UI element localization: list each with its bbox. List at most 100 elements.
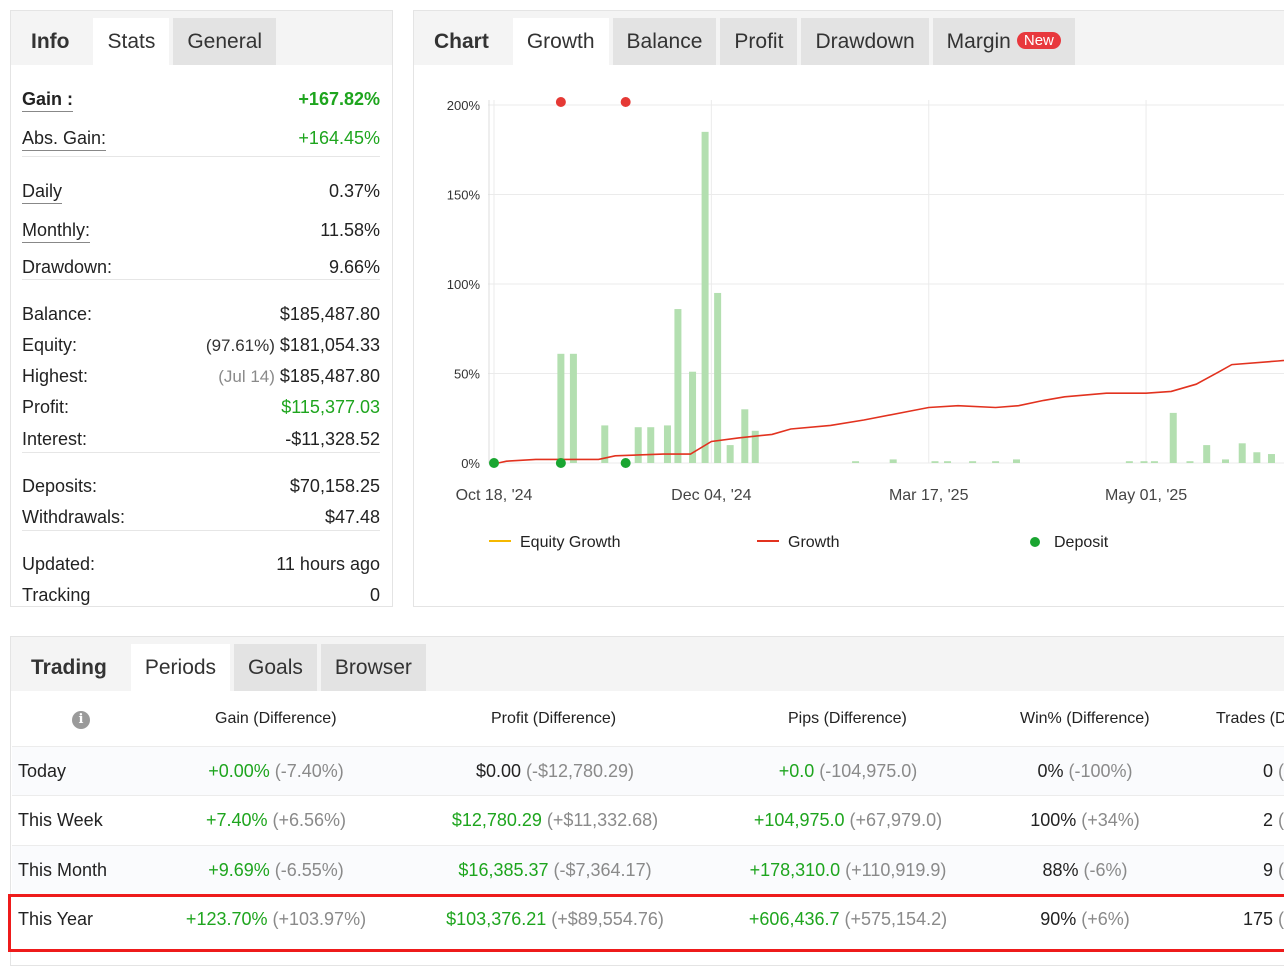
stats-panel: Info Stats General Gain : +167.82% Abs. Ga…	[10, 10, 393, 607]
stat-value-group: -$11,328.52	[285, 427, 380, 451]
tab-general[interactable]: General	[173, 18, 277, 65]
tab-browser[interactable]: Browser	[320, 644, 426, 691]
stat-label: Deposits:	[22, 476, 98, 496]
stat-label: Tracking	[22, 585, 91, 605]
tab-goals[interactable]: Goals	[234, 644, 317, 691]
tab-profit[interactable]: Profit	[720, 18, 798, 65]
trades-difference: (-1)	[1278, 810, 1284, 830]
profit-cell: $0.00 (-$12,780.29)	[476, 761, 634, 782]
stat-label[interactable]: Abs. Gain:	[22, 126, 107, 151]
legend-growth-label: Growth	[788, 534, 840, 551]
stat-value: $115,377.03	[281, 397, 380, 417]
header-gain[interactable]: Gain (Difference)	[215, 710, 337, 727]
period-label: This Month	[18, 860, 108, 880]
pips-value: +0.0	[778, 761, 815, 781]
profit-difference: (-$7,364.17)	[553, 860, 652, 880]
pips-difference: (+575,154.2)	[844, 909, 948, 929]
legend-deposit[interactable]: Deposit	[1030, 534, 1108, 552]
trades-value: 9	[1263, 860, 1274, 880]
stat-value: 9.66%	[328, 257, 380, 277]
stat-label: Profit:	[22, 397, 70, 417]
tab-info[interactable]: Info	[31, 30, 70, 53]
stat-label[interactable]: Gain :	[22, 87, 74, 112]
stat-label[interactable]: Monthly:	[22, 218, 91, 243]
stat-value: 11.58%	[320, 220, 380, 240]
header-pips[interactable]: Pips (Difference)	[788, 710, 907, 727]
win-value: 0%	[1037, 761, 1064, 781]
profit-cell: $12,780.29 (+$11,332.68)	[452, 810, 658, 831]
tab-stats[interactable]: Stats	[93, 18, 170, 65]
stat-value-group: +164.45%	[298, 126, 380, 150]
info-icon[interactable]: i	[72, 711, 90, 729]
stat-value: 11 hours ago	[276, 554, 380, 574]
stat-value: $47.48	[324, 507, 380, 527]
stat-row: Gain : +167.82%	[22, 87, 380, 112]
tab-margin[interactable]: Margin New	[932, 18, 1075, 65]
stat-value: 0.37%	[328, 181, 380, 201]
tab-growth[interactable]: Growth	[512, 18, 609, 65]
pips-cell: +104,975.0 (+67,979.0)	[754, 810, 942, 831]
profit-value: $12,780.29	[451, 810, 542, 830]
tab-drawdown[interactable]: Drawdown	[801, 18, 929, 65]
legend-equity-growth[interactable]: Equity Growth	[489, 534, 620, 552]
gain-difference: (+6.56%)	[272, 810, 347, 830]
gain-cell: +123.70% (+103.97%)	[186, 909, 366, 930]
stats-divider	[22, 530, 380, 531]
legend-growth[interactable]: Growth	[757, 534, 840, 552]
deposit-swatch	[1030, 537, 1040, 547]
stat-prefix: (Jul 14)	[218, 367, 275, 386]
table-row: This Month +9.69% (-6.55%) $16,385.37 (-$7,3…	[12, 845, 1284, 894]
stat-label: Updated:	[22, 554, 96, 574]
trades-difference: (-8)	[1278, 860, 1284, 880]
win-difference: (-100%)	[1068, 761, 1133, 781]
period-label: Today	[18, 761, 67, 781]
gain-cell: +7.40% (+6.56%)	[206, 810, 346, 831]
stat-value-group: $70,158.25	[290, 474, 380, 498]
profit-cell: $103,376.21 (+$89,554.76)	[446, 909, 664, 930]
pips-difference: (-104,975.0)	[819, 761, 918, 781]
stat-value-group: +167.82%	[298, 87, 380, 111]
tab-chart[interactable]: Chart	[434, 30, 489, 53]
stat-row: Abs. Gain: +164.45%	[22, 126, 380, 151]
pips-cell: +606,436.7 (+575,154.2)	[749, 909, 947, 930]
trades-cell: 175 (+150)	[1243, 909, 1284, 930]
trades-difference: (-2)	[1278, 761, 1284, 781]
trades-difference: (+150)	[1278, 909, 1284, 929]
header-profit[interactable]: Profit (Difference)	[491, 710, 617, 727]
win-cell: 0% (-100%)	[1037, 761, 1132, 782]
pips-difference: (+110,919.9)	[845, 860, 947, 880]
trades-cell: 9 (-8)	[1263, 860, 1284, 881]
gain-value: +123.70%	[185, 909, 268, 929]
tab-balance[interactable]: Balance	[612, 18, 717, 65]
stat-prefix: (97.61%)	[205, 336, 275, 355]
this-year-highlight	[8, 894, 1284, 952]
stat-value: +164.45%	[298, 128, 380, 148]
header-trades[interactable]: Trades (Difference)	[1216, 710, 1284, 727]
gain-value: +9.69%	[208, 860, 270, 880]
stat-value-group: 0.37%	[329, 179, 380, 203]
win-difference: (+6%)	[1081, 909, 1130, 929]
growth-swatch	[757, 540, 779, 542]
stat-value-group: 11 hours ago	[276, 552, 380, 576]
win-cell: 90% (+6%)	[1040, 909, 1130, 930]
periods-tabbar: Trading Periods Goals Browser	[11, 637, 1284, 691]
pips-cell: +0.0 (-104,975.0)	[779, 761, 918, 782]
trades-cell: 0 (-2)	[1263, 761, 1284, 782]
stat-label[interactable]: Daily	[22, 179, 63, 204]
tab-periods[interactable]: Periods	[130, 644, 231, 691]
stat-label: Balance:	[22, 304, 93, 324]
stat-label: Equity:	[22, 335, 78, 355]
stat-row: Drawdown: 9.66%	[22, 255, 380, 279]
stat-row: Equity: (97.61%) $181,054.33	[22, 333, 380, 357]
header-win[interactable]: Win% (Difference)	[1020, 710, 1150, 727]
pips-value: +104,975.0	[753, 810, 845, 830]
tab-trading[interactable]: Trading	[31, 656, 107, 679]
tab-margin-label: Margin	[946, 30, 1011, 53]
win-value: 100%	[1030, 810, 1077, 830]
chart-panel: Chart Growth Balance Profit Drawdown Mar…	[413, 10, 1284, 607]
stat-value-group: 0	[370, 583, 380, 607]
stats-divider	[22, 156, 380, 157]
win-cell: 88% (-6%)	[1042, 860, 1127, 881]
legend-deposit-label: Deposit	[1054, 534, 1109, 551]
win-cell: 100% (+34%)	[1030, 810, 1140, 831]
